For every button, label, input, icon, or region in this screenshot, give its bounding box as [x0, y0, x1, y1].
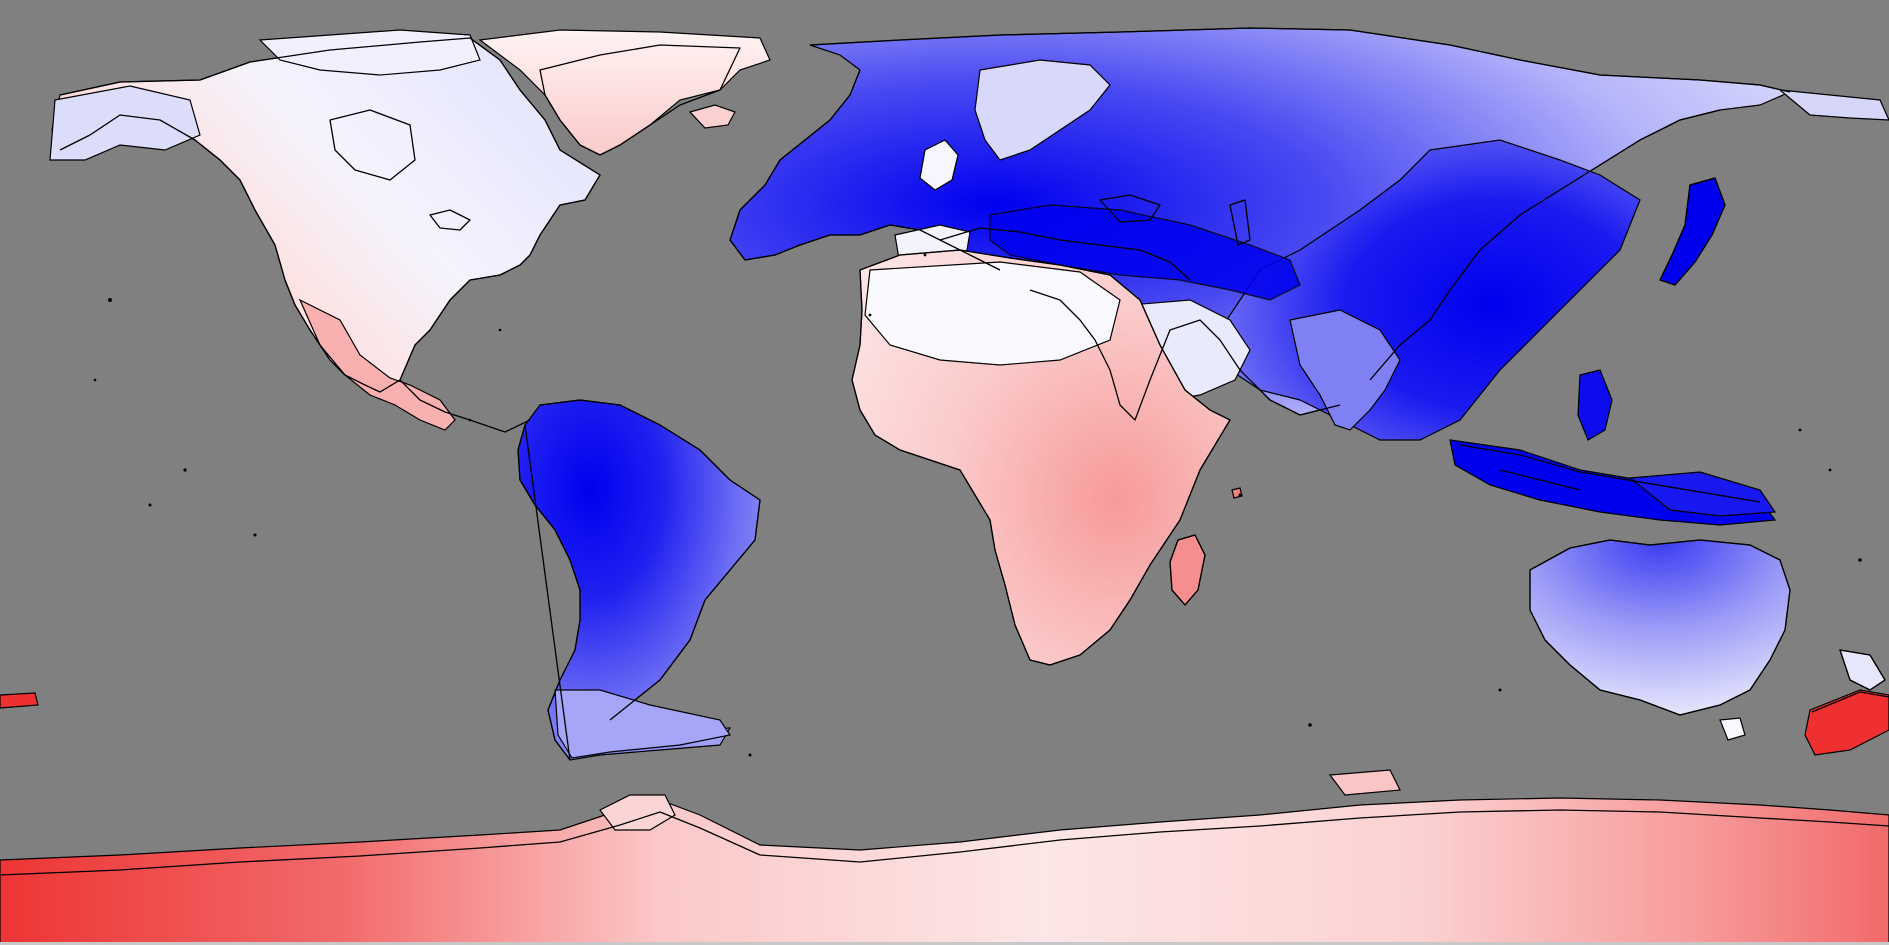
island-speck — [923, 253, 927, 257]
coast-new-zealand — [1811, 649, 1889, 713]
island-speck — [1858, 558, 1862, 562]
india-fill — [1289, 309, 1401, 431]
iceland-fill — [688, 104, 736, 129]
alaska-fill — [49, 85, 201, 161]
island-speck — [868, 313, 872, 317]
coast-central-america — [399, 379, 531, 433]
coast-black-caspian — [1099, 194, 1251, 246]
island-speck — [1498, 688, 1502, 692]
coast-madagascar — [1169, 534, 1206, 606]
islands-specks — [93, 253, 1862, 757]
island-speck — [498, 328, 502, 332]
island-speck — [748, 753, 752, 757]
mexico-fill — [298, 298, 456, 431]
island-speck — [108, 298, 112, 302]
coast-eurasia — [729, 27, 1791, 421]
coast-north-america — [59, 37, 601, 393]
socotra-speck — [1231, 487, 1243, 499]
island-speck — [1308, 723, 1312, 727]
british-isles-fill — [919, 139, 959, 191]
sahara-fill — [864, 261, 1121, 366]
island-speck — [1828, 468, 1832, 472]
region-eurasia — [729, 27, 1889, 441]
philippines-fill — [1577, 369, 1613, 441]
region-antarctica — [0, 692, 1889, 945]
island-speck — [253, 533, 257, 537]
map-bottom-edge — [0, 942, 1889, 945]
island-speck — [1798, 428, 1802, 432]
island-speck — [183, 468, 187, 472]
coast-mediterranean — [939, 227, 1191, 281]
coast-hudson-bay — [329, 109, 416, 181]
coast-south-america — [517, 399, 761, 761]
region-africa — [851, 249, 1243, 666]
antarctica-fill — [0, 797, 1889, 945]
ross-ice-speck — [1328, 769, 1401, 796]
island-speck — [93, 378, 97, 382]
coast-australia — [1529, 539, 1791, 716]
kamchatka-fill — [1778, 89, 1889, 121]
coast-africa — [851, 249, 1231, 666]
coast-antarctica — [0, 809, 1889, 876]
coast-japan — [1659, 177, 1726, 286]
island-speck — [148, 503, 152, 507]
coast-greenland — [539, 44, 741, 156]
west-edge-red-speck — [0, 692, 39, 709]
coastlines — [0, 27, 1889, 876]
tasmania-fill — [1719, 717, 1746, 741]
island-speck — [468, 418, 472, 422]
coast-indonesia — [1459, 444, 1761, 503]
new-guinea-fill — [1628, 471, 1777, 517]
patagonia-fill — [554, 689, 731, 759]
island-speck — [1238, 493, 1242, 497]
antarctic-peninsula-fill — [599, 794, 676, 831]
scandinavia-fill — [974, 59, 1111, 161]
coast-great-lakes — [429, 209, 471, 231]
